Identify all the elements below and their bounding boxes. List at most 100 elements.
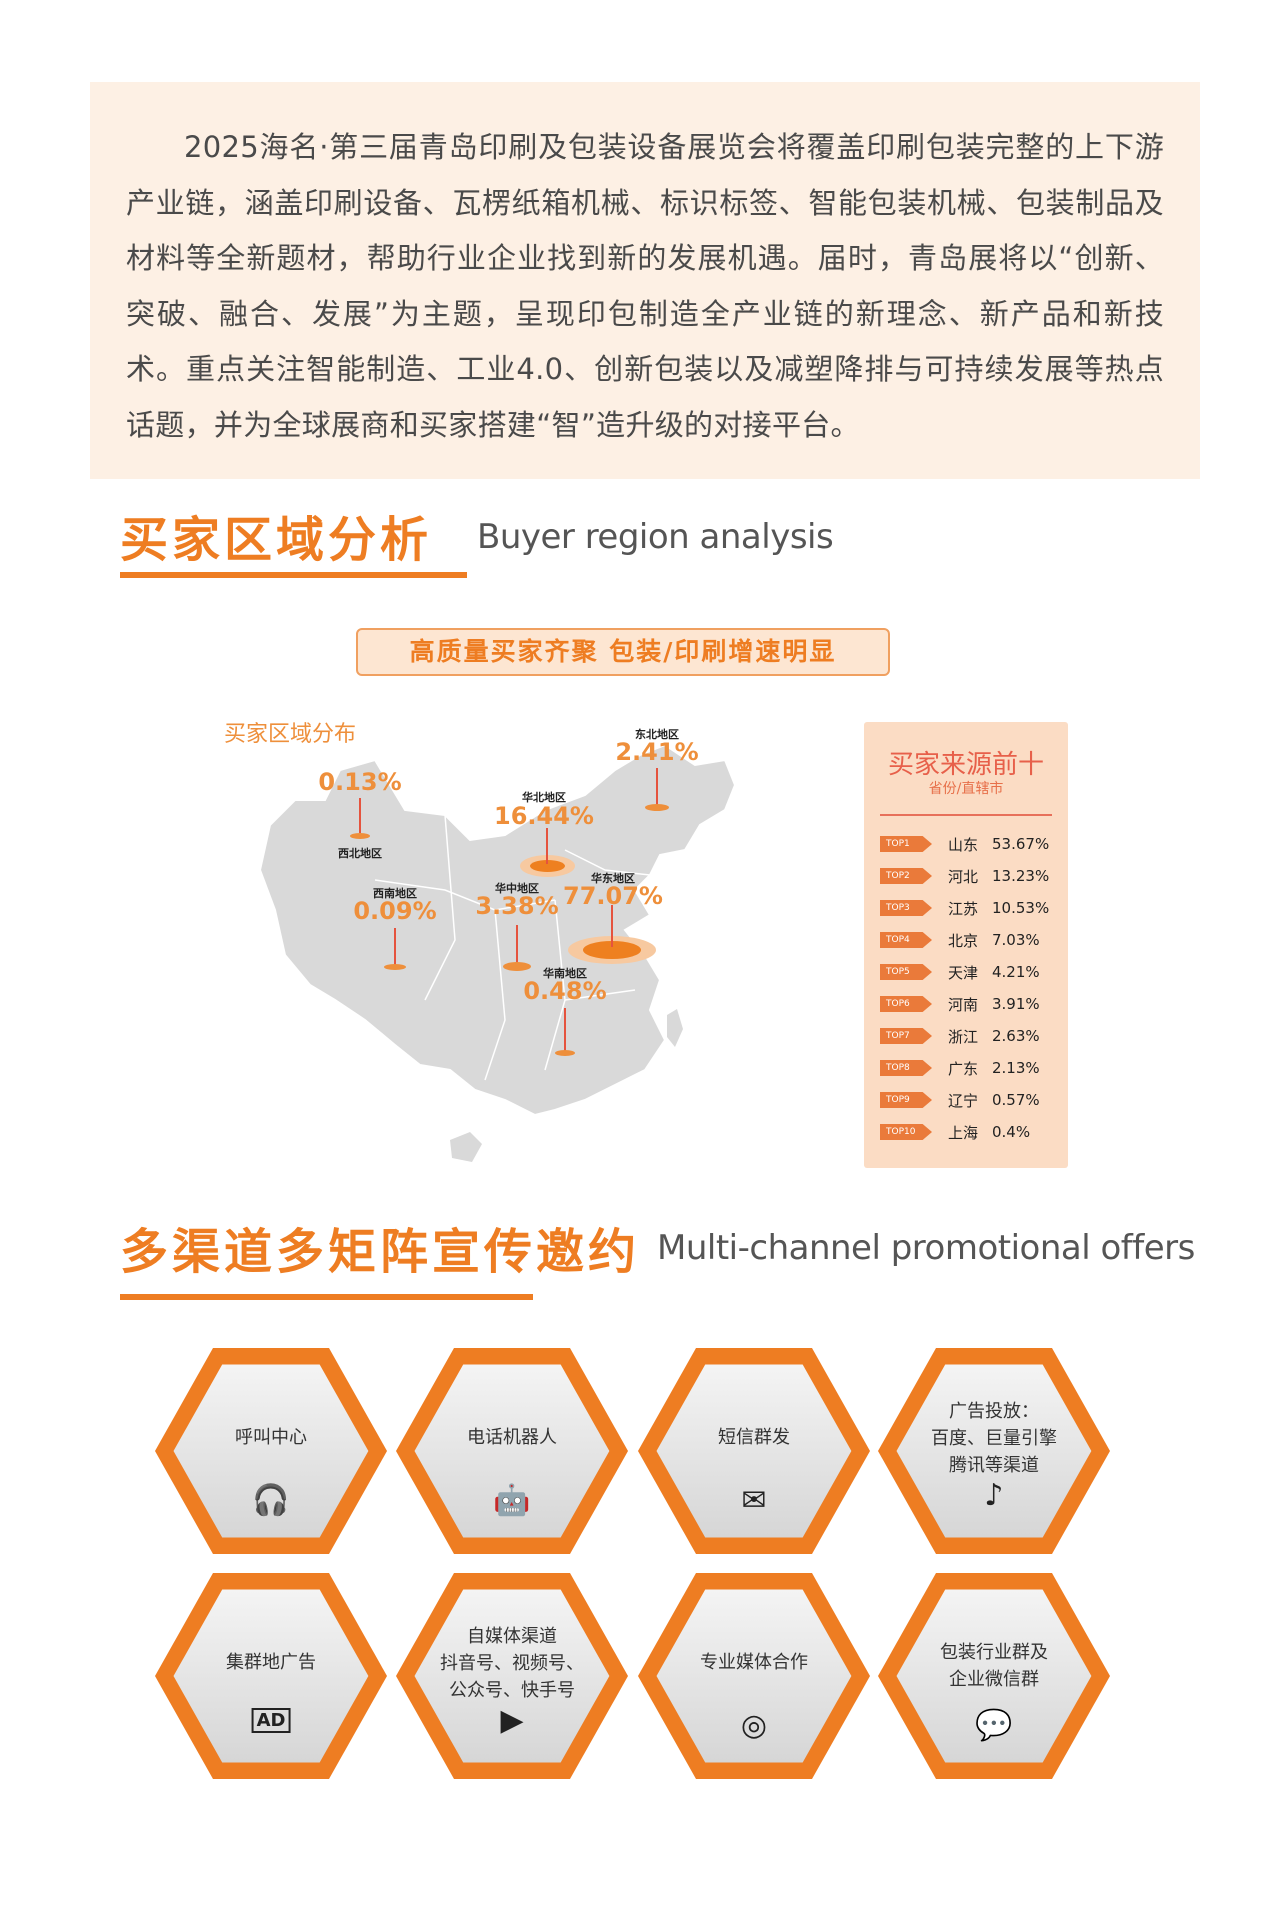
ranking-row: TOP1 山东 53.67% [880,834,1049,854]
percentage: 3.91% [992,995,1040,1013]
arrow-icon [656,768,658,806]
region-dot-core [583,941,641,959]
percentage: 10.53% [992,899,1050,917]
ranking-subtitle: 省份/直辖市 [928,781,1004,797]
region-name: 华中地区 [495,882,539,895]
top10-ranking-panel: 买家来源前十 省份/直辖市 TOP1 山东 53.67% TOP2 河北 13.23% TO… [864,722,1068,1168]
intro-box: 2025海名·第三届青岛印刷及包装设备展览会将覆盖印刷包装完整的上下游产业链，涵… [90,82,1200,479]
region-pct: 0.48% [523,977,607,1005]
china-map [258,743,737,1162]
channel-label: 企业微信群 [949,1669,1039,1690]
region-pct: 16.44% [494,802,594,830]
ranking-row: TOP9 辽宁 0.57% [880,1090,1040,1110]
channel-label: 专业媒体合作 [700,1652,808,1673]
channel-hexagon: 包装行业群及 企业微信群 💬 [878,1573,1110,1779]
region-dot [555,1050,575,1056]
map-title: 买家区域分布 [224,722,357,747]
arrow-icon [611,905,613,947]
percentage: 2.63% [992,1027,1040,1045]
region-pct: 77.07% [563,882,663,910]
region-name: 西南地区 [373,887,417,900]
media-swirl-icon: ◎ [740,1708,768,1743]
channel-hexagon: 专业媒体合作 ◎ [638,1573,870,1779]
channel-label: 包装行业群及 [940,1642,1048,1663]
ranking-title: 买家来源前十 [887,750,1044,780]
section-title-buyer-region: 买家区域分析 [120,512,433,568]
province: 北京 [948,931,979,950]
ad-icon: AD [251,1708,291,1733]
arrow-icon [394,928,396,966]
percentage: 0.57% [992,1091,1040,1109]
province: 河北 [948,867,979,886]
section-underline [120,572,467,578]
province: 江苏 [948,899,979,918]
region-name: 东北地区 [635,728,679,741]
region-pct: 3.38% [475,892,559,920]
province: 天津 [948,963,979,982]
section-subtitle-promotion: Multi-channel promotional offers [657,1228,1195,1268]
rank-tag: TOP3 [880,900,932,916]
channel-label: 集群地广告 [226,1652,316,1673]
percentage: 2.13% [992,1059,1040,1077]
ranking-row: TOP7 浙江 2.63% [880,1026,1040,1046]
wechat-icon: 💬 [975,1708,1013,1743]
region-dot [645,804,669,811]
tiktok-icon: ♪ [984,1478,1004,1513]
intro-text: 2025海名·第三届青岛印刷及包装设备展览会将覆盖印刷包装完整的上下游产业链，涵… [126,130,1164,442]
channel-label: 腾讯等渠道 [949,1455,1039,1476]
percentage: 4.21% [992,963,1040,981]
channel-label: 公众号、快手号 [449,1680,575,1701]
arrow-icon [564,1008,566,1052]
province: 河南 [948,995,979,1014]
channel-hexagon: 广告投放： 百度、巨量引擎 腾讯等渠道 ♪ [878,1348,1110,1554]
envelope-icon: ✉ [741,1483,767,1518]
section-subtitle-buyer-region: Buyer region analysis [477,517,834,557]
rank-tag: TOP6 [880,996,932,1012]
rank-tag: TOP1 [880,836,932,852]
headset-icon: 🎧 [252,1483,290,1518]
region-pct: 2.41% [615,738,699,766]
channel-hexagon: 短信群发 ✉ [638,1348,870,1554]
channel-label: 电话机器人 [467,1427,557,1448]
region-dot [503,962,531,971]
region-pct: 0.13% [318,768,402,796]
ranking-row: TOP2 河北 13.23% [880,866,1049,886]
section-title-promotion: 多渠道多矩阵宣传邀约 [120,1224,641,1280]
region-name: 华北地区 [522,791,566,804]
highlight-banner: 高质量买家齐聚 包装/印刷增速明显 [356,628,890,676]
region-name: 西北地区 [338,847,382,860]
ranking-row: TOP5 天津 4.21% [880,962,1040,982]
arrow-icon [516,925,518,967]
province: 上海 [948,1123,979,1142]
channel-label: 短信群发 [718,1427,790,1448]
region-dot-core [530,860,565,872]
province: 辽宁 [948,1091,979,1110]
percentage: 13.23% [992,867,1050,885]
percentage: 7.03% [992,931,1040,949]
channel-label: 抖音号、视频号、 [440,1653,584,1674]
ranking-row: TOP6 河南 3.91% [880,994,1040,1014]
channel-label: 广告投放： [949,1401,1039,1422]
region-name: 华南地区 [543,967,587,980]
rank-tag: TOP5 [880,964,932,980]
province: 广东 [948,1059,979,1078]
channel-hexagon: 电话机器人 🤖 [396,1348,628,1554]
percentage: 53.67% [992,835,1050,853]
province: 山东 [948,835,979,854]
rank-tag: TOP8 [880,1060,932,1076]
section-underline [120,1294,533,1300]
arrow-icon [359,798,361,833]
channel-hexagon: 自媒体渠道抖音号、视频号、 公众号、快手号 ▶ [396,1573,628,1779]
rank-tag: TOP4 [880,932,932,948]
region-dot [350,833,370,839]
channel-label: 呼叫中心 [235,1427,307,1448]
channel-label: 百度、巨量引擎 [931,1428,1057,1449]
percentage: 0.4% [992,1123,1031,1141]
robot-icon: 🤖 [493,1483,531,1518]
ranking-row: TOP10 上海 0.4% [880,1122,1030,1142]
channel-hexagon: 集群地广告 AD [155,1573,387,1779]
rank-tag: TOP2 [880,868,932,884]
channel-label: 自媒体渠道 [467,1626,557,1647]
rank-tag: TOP10 [880,1124,932,1140]
video-icon: ▶ [500,1703,524,1738]
